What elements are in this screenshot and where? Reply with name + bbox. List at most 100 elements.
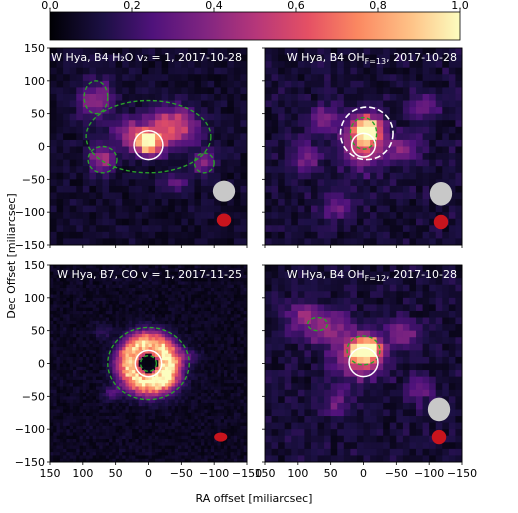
heatmap-cell xyxy=(210,442,215,446)
heatmap-cell xyxy=(187,113,195,121)
heatmap-cell xyxy=(92,383,97,387)
heatmap-cell xyxy=(122,231,130,239)
heatmap-cell xyxy=(416,93,423,101)
heatmap-cell xyxy=(112,307,117,312)
heatmap-cell xyxy=(278,61,286,69)
heatmap-cell xyxy=(204,294,208,299)
heatmap-cell xyxy=(109,100,117,108)
heatmap-cell xyxy=(69,389,74,394)
heatmap-cell xyxy=(82,439,87,443)
heatmap-cell xyxy=(227,172,235,180)
heatmap-cell xyxy=(383,87,391,95)
heatmap-cell xyxy=(99,370,103,374)
heatmap-cell xyxy=(155,166,163,174)
heatmap-cell xyxy=(99,435,103,440)
heatmap-cell xyxy=(207,350,212,355)
heatmap-cell xyxy=(178,439,182,443)
heatmap-cell xyxy=(89,324,94,328)
heatmap-cell xyxy=(86,330,90,335)
heatmap-cell xyxy=(168,327,172,332)
heatmap-cell xyxy=(168,172,176,180)
heatmap-cell xyxy=(220,54,228,62)
heatmap-cell xyxy=(76,179,84,187)
heatmap-cell xyxy=(95,406,100,410)
heatmap-cell xyxy=(155,107,163,115)
heatmap-cell xyxy=(187,274,192,279)
heatmap-cell xyxy=(158,425,163,430)
heatmap-cell xyxy=(99,448,103,453)
heatmap-cell xyxy=(356,87,364,95)
heatmap-cell xyxy=(63,287,67,292)
heatmap-cell xyxy=(214,284,218,289)
heatmap-cell xyxy=(350,205,358,213)
heatmap-cell xyxy=(194,333,199,338)
heatmap-cell xyxy=(151,330,156,335)
heatmap-cell xyxy=(168,107,176,115)
heatmap-cell xyxy=(102,87,110,95)
heatmap-cell xyxy=(99,402,103,407)
heatmap-cell xyxy=(145,281,149,286)
heatmap-cell xyxy=(118,333,123,338)
heatmap-cell xyxy=(66,274,71,279)
heatmap-cell xyxy=(72,448,77,453)
heatmap-cell xyxy=(105,350,110,355)
heatmap-cell xyxy=(63,356,67,361)
heatmap-cell xyxy=(187,412,192,417)
heatmap-cell xyxy=(95,113,103,121)
heatmap-cell xyxy=(63,317,67,322)
heatmap-cell xyxy=(82,327,87,332)
heatmap-cell xyxy=(95,159,103,167)
heatmap-cell xyxy=(63,93,71,101)
heatmap-cell xyxy=(448,126,456,134)
heatmap-cell xyxy=(429,93,437,101)
heatmap-cell xyxy=(363,93,371,101)
heatmap-cell xyxy=(155,442,159,446)
heatmap-cell xyxy=(102,271,107,276)
heatmap-cell xyxy=(82,337,87,341)
heatmap-cell xyxy=(109,225,117,233)
heatmap-cell xyxy=(72,422,77,427)
heatmap-cell xyxy=(174,337,179,341)
heatmap-cell xyxy=(161,179,169,187)
heatmap-cell xyxy=(66,399,71,404)
heatmap-cell xyxy=(304,100,312,108)
heatmap-cell xyxy=(187,61,195,69)
heatmap-cell xyxy=(304,48,312,55)
heatmap-cell xyxy=(181,307,186,312)
heatmap-cell xyxy=(128,419,133,423)
heatmap-cell xyxy=(50,301,54,305)
heatmap-cell xyxy=(350,172,358,180)
heatmap-cell xyxy=(383,205,391,213)
heatmap-cell xyxy=(145,412,149,417)
heatmap-cell xyxy=(59,406,64,410)
heatmap-cell xyxy=(63,396,67,401)
heatmap-cell xyxy=(115,429,120,433)
heatmap-cell xyxy=(207,172,215,180)
heatmap-cell xyxy=(53,409,57,414)
heatmap-cell xyxy=(350,185,358,193)
heatmap-cell xyxy=(396,87,404,95)
heatmap-cell xyxy=(240,107,248,115)
heatmap-cell xyxy=(204,445,208,450)
heatmap-cell xyxy=(89,396,94,401)
heatmap-cell xyxy=(330,93,338,101)
heatmap-cell xyxy=(429,100,437,108)
heatmap-cell xyxy=(151,301,156,305)
heatmap-cell xyxy=(204,271,208,276)
heatmap-cell xyxy=(422,153,430,161)
heatmap-cell xyxy=(271,100,279,108)
heatmap-cell xyxy=(171,448,176,453)
heatmap-cell xyxy=(197,301,202,305)
heatmap-cell xyxy=(174,330,179,335)
heatmap-cell xyxy=(102,386,107,391)
heatmap-cell xyxy=(161,67,169,75)
heatmap-cell xyxy=(210,458,215,463)
heatmap-cell xyxy=(66,340,71,345)
heatmap-cell xyxy=(56,396,61,401)
heatmap-cell xyxy=(89,406,94,410)
heatmap-cell xyxy=(396,93,404,101)
heatmap-cell xyxy=(141,347,146,351)
heatmap-cell xyxy=(171,373,176,378)
heatmap-cell xyxy=(337,48,345,55)
heatmap-cell xyxy=(284,192,292,200)
